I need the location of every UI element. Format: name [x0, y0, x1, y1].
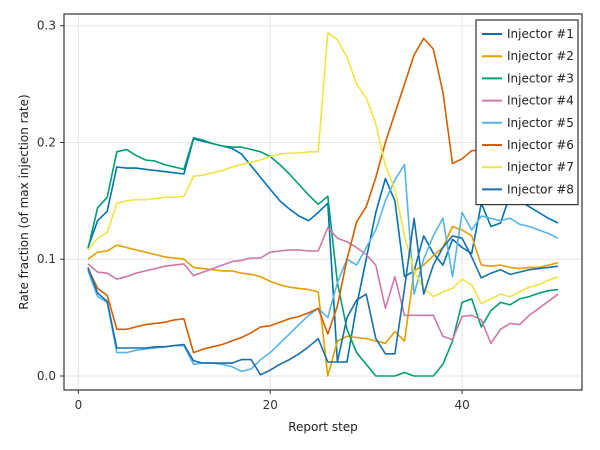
y-tick-label: 0.0: [37, 369, 56, 383]
y-tick-label: 0.1: [37, 252, 56, 266]
series-line-injector-1: [87, 138, 559, 363]
series-line-injector-3: [87, 137, 559, 377]
series-line-injector-8: [87, 217, 559, 376]
series-group: [87, 31, 559, 377]
y-tick-label: 0.3: [37, 19, 56, 33]
y-axis-label: Rate fraction (of max injection rate): [17, 94, 31, 309]
ticks: [60, 25, 463, 394]
legend: Injector #1 Injector #2 Injector #3 Injecto…: [475, 19, 579, 206]
tick-labels: 0 20 40 0.0 0.1 0.2 0.3: [37, 19, 470, 412]
x-tick-label: 40: [454, 398, 469, 412]
legend-label: Injector #2: [507, 49, 574, 63]
legend-label: Injector #6: [507, 138, 574, 152]
legend-label: Injector #1: [507, 27, 574, 41]
x-tick-label: 20: [263, 398, 278, 412]
legend-label: Injector #5: [507, 116, 574, 130]
legend-label: Injector #3: [507, 71, 574, 85]
x-tick-label: 0: [75, 398, 83, 412]
x-axis-label: Report step: [288, 420, 358, 434]
legend-box: [475, 19, 579, 206]
series-line-injector-7: [87, 31, 559, 305]
series-line-injector-2: [87, 225, 559, 377]
plot-frame: [63, 13, 583, 391]
legend-label: Injector #4: [507, 94, 574, 108]
series-line-injector-4: [87, 226, 559, 345]
legend-label: Injector #8: [507, 182, 574, 196]
legend-label: Injector #7: [507, 160, 574, 174]
y-tick-label: 0.2: [37, 135, 56, 149]
